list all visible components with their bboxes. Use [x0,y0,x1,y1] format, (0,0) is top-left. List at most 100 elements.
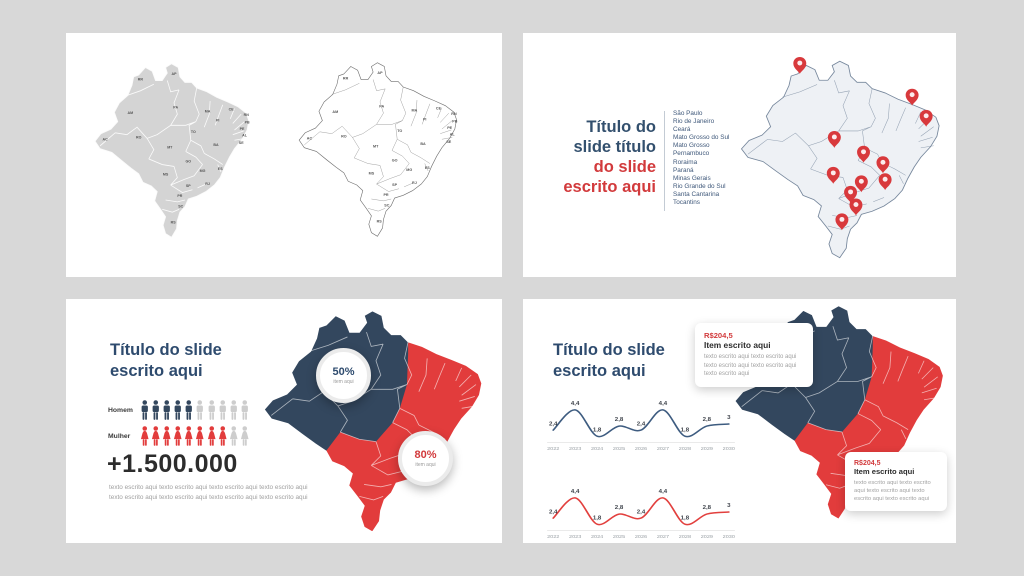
state-label: SE [239,141,244,145]
pictograph-row-homem: Homem [108,399,249,421]
year-tick-label: 2022 [547,534,559,540]
man-icon [174,399,182,420]
person-icons [140,399,249,421]
stat-badge-50: 50% item aqui [316,348,371,403]
big-number: +1.500.000 [107,450,238,478]
badge-value: 80% [414,449,437,461]
country-shape [740,60,940,259]
callout-title: Item escrito aqui [854,467,915,476]
state-label: RO [341,134,347,138]
badge-label: item aqui [333,379,354,385]
woman-icon [185,425,193,446]
year-tick-label: 2029 [701,534,713,540]
year-tick-label: 2022 [547,446,559,452]
state-list-item: Mato Grosso [673,142,710,150]
year-tick-label: 2025 [613,534,625,540]
state-label: MT [167,146,173,150]
map-pin-icon [827,130,841,148]
state-label: PE [240,127,245,131]
year-tick-label: 2030 [723,534,735,540]
state-label: PA [173,105,178,109]
title-line: escrito aqui [553,362,646,380]
callout-body: texto escrito aqui texto escrito aqui te… [704,354,797,378]
state-label: RR [343,76,349,80]
state-label: RN [451,112,457,116]
slide-3-thumbnail[interactable]: Título do slide escrito aqui Homem Mulhe… [66,299,502,543]
data-point-label: 1,8 [681,516,690,522]
callout-body: texto escrito aqui texto escrito aqui te… [854,480,931,502]
state-label: GO [392,159,398,163]
country-shape [94,63,250,238]
slide-2-thumbnail[interactable]: Título do slide título do slide escrito … [523,33,956,277]
state-label: AP [377,71,383,75]
country-outline [263,310,483,533]
map-pin-icon [849,198,863,216]
data-point-label: 2,4 [637,422,646,428]
state-label: GO [185,160,191,164]
map-pin-icon [919,109,933,127]
state-list-item: Rio de Janeiro [673,118,715,126]
callout-card-top: R$204,5 Item escrito aqui texto escrito … [695,323,813,387]
state-label: RJ [412,181,417,185]
data-point-label: 1,8 [593,428,602,434]
state-borders [99,80,245,213]
badge-label: item aqui [415,462,436,468]
state-label: MG [200,169,206,173]
state-label: SP [186,184,191,188]
data-point-label: 2,4 [549,510,558,516]
state-label: AC [103,137,108,141]
data-point-label: 2,8 [703,506,712,512]
state-label: TO [397,129,402,133]
year-tick-label: 2028 [679,534,691,540]
person-icons [140,425,249,447]
state-list-item: Santa Cantarina [673,190,720,198]
line-chart-red: 2,4 4,4 1,8 2,8 2,4 4,4 1,8 2,8 3 2022 2023 2024 202… [543,482,739,540]
state-label: AC [307,136,313,140]
state-label: AL [242,133,247,137]
data-point-label: 1,8 [593,516,602,522]
state-label: BA [420,142,426,146]
state-label: ES [425,166,430,170]
woman-icon [196,425,205,446]
data-point-label: 4,4 [571,489,580,495]
woman-icon [152,425,160,446]
state-label: MA [205,109,211,113]
state-list-item: Rio Grande do Sul [673,182,726,190]
state-list-item: Roraima [673,158,698,166]
title-line: slide título [573,138,657,156]
data-point-label: 2,8 [703,418,712,424]
chart-line [552,409,730,438]
data-point-label: 4,4 [659,401,668,407]
map-pin-icon [876,156,890,174]
state-label: TO [191,130,196,134]
state-label: PI [423,117,426,121]
map-pin-icon [854,175,868,193]
title-line: escrito aqui [110,362,203,380]
line-chart-navy: 2,4 4,4 1,8 2,8 2,4 4,4 1,8 2,8 3 2022 2023 2024 202… [543,394,739,452]
title-line: Título do slide [553,341,665,359]
stat-badge-80: 80% item aqui [398,431,453,486]
badge-value: 50% [332,366,355,378]
state-label: AL [450,132,456,136]
state-label: CE [436,106,442,110]
year-tick-label: 2028 [679,446,691,452]
data-point-label: 2,8 [615,506,624,512]
country-shape [298,62,457,237]
state-list-item: São Paulo [673,110,703,117]
callout-card-bottom: R$204,5 Item escrito aqui texto escrito … [845,452,947,511]
state-label: SC [384,203,389,207]
state-label: MG [406,168,412,172]
year-tick-label: 2024 [591,446,603,452]
data-point-label: 4,4 [659,489,668,495]
man-icon [241,399,248,420]
slide-1-thumbnail[interactable]: RR AP AM PA MA CE RN PB PE AL SE PI TO AC RO MT BA GO MG ES… [66,33,502,277]
man-icon [163,399,171,420]
year-tick-label: 2024 [591,534,603,540]
data-point-label: 3 [727,504,730,510]
state-label: RS [377,219,383,223]
man-icon [208,399,215,420]
brazil-map-gray: RR AP AM PA MA CE RN PB PE AL SE PI TO AC RO MT BA GO MG ES… [90,60,258,242]
state-label: PA [379,104,384,108]
year-tick-label: 2027 [657,534,669,540]
slide-4-thumbnail[interactable]: Título do slide escrito aqui 2,4 4,4 1,8 2,… [523,299,956,543]
